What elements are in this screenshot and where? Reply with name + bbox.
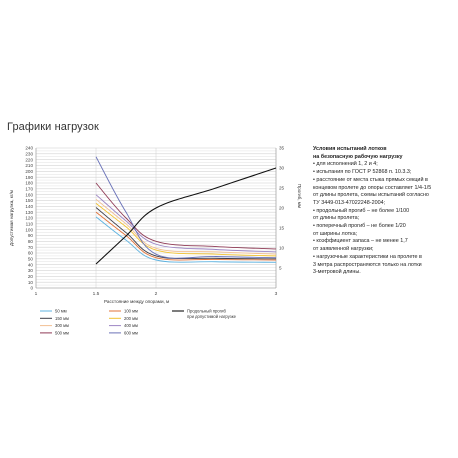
left-tick-label: 180 [25, 181, 33, 186]
legend-label: 50 мм [55, 309, 67, 314]
legend-label: 500 мм [55, 330, 69, 335]
left-tick-label: 150 [25, 198, 33, 203]
legend-label: 150 мм [55, 316, 69, 321]
left-tick-label: 140 [25, 204, 33, 209]
left-tick-label: 100 [25, 227, 33, 232]
legend-label: 400 мм [124, 323, 138, 328]
conditions-title: Условия испытаний лотков на безопасную р… [313, 146, 403, 160]
legend-label: Продольный прогиб при допустимой нагрузке [187, 309, 237, 320]
left-tick-label: 110 [26, 221, 34, 226]
left-tick-label: 30 [28, 268, 34, 273]
right-tick-label: 15 [279, 226, 285, 231]
page-title: Графики нагрузок [7, 121, 99, 133]
left-tick-label: 50 [28, 256, 34, 261]
left-tick-label: 230 [25, 151, 33, 156]
series-line-4 [95, 203, 277, 257]
chart-series [95, 156, 277, 265]
left-tick-label: 190 [25, 175, 33, 180]
chart-grid [35, 147, 277, 289]
right-axis-ticks: 5 10 15 20 25 30 35 [279, 146, 285, 271]
left-tick-label: 20 [28, 274, 34, 279]
x-tick-label: 1.5 [93, 291, 100, 297]
series-line-9 [95, 167, 277, 265]
left-axis-label: Допустимая нагрузка, кг/м [9, 190, 14, 246]
condition-item: • продольный прогиб – не более 1/100 от … [313, 207, 410, 222]
right-tick-label: 20 [279, 206, 285, 211]
legend-label: 100 мм [124, 309, 138, 314]
left-tick-label: 10 [28, 280, 34, 285]
left-tick-label: 220 [25, 157, 33, 162]
left-tick-label: 200 [25, 169, 33, 174]
series-line-7 [95, 182, 277, 250]
left-tick-label: 60 [28, 251, 34, 256]
left-tick-label: 80 [28, 239, 34, 244]
legend-label: 600 мм [124, 330, 138, 335]
chart-legend: 50 мм 100 мм 150 мм 200 мм 300 мм 400 мм 500 м… [40, 309, 237, 335]
condition-item: • для исполнений 1, 2 и 4; [313, 161, 378, 168]
series-line-8 [95, 156, 277, 259]
left-tick-label: 0 [30, 286, 33, 291]
x-axis-label: Расстояние между опорами, м [104, 299, 169, 304]
x-tick-label: 1 [35, 291, 38, 297]
condition-item: • поперечный прогиб – не более 1/20 от ш… [313, 223, 406, 237]
condition-item: • нагрузочные характеристики на пролете … [313, 253, 422, 276]
right-tick-label: 25 [279, 186, 285, 191]
chart-axes [35, 148, 277, 289]
right-tick-label: 5 [279, 266, 282, 271]
x-tick-label: 3 [275, 291, 278, 297]
test-conditions: Условия испытаний лотков на безопасную р… [313, 146, 458, 277]
right-tick-label: 30 [279, 166, 285, 171]
left-tick-label: 160 [25, 192, 33, 197]
chart-axis-labels: Расстояние между опорами, м Допустимая на… [9, 184, 302, 304]
conditions-list: • для исполнений 1, 2 и 4; • испытания по… [313, 161, 458, 277]
series-line-2 [95, 211, 277, 261]
right-axis-label: Прогиб, мм [297, 184, 302, 208]
left-tick-label: 70 [28, 245, 34, 250]
left-tick-label: 130 [25, 210, 33, 215]
left-tick-label: 240 [25, 146, 33, 151]
right-tick-label: 35 [279, 146, 285, 151]
x-tick-label: 2 [155, 291, 158, 297]
series-line-5 [95, 198, 277, 255]
legend-label: 300 мм [55, 323, 69, 328]
left-tick-label: 40 [28, 262, 34, 267]
left-tick-label: 120 [25, 216, 33, 221]
series-line-1 [95, 216, 277, 263]
condition-item: • испытания по ГОСТ Р 52868 п. 10.3.3; [313, 169, 412, 176]
left-tick-label: 90 [28, 233, 34, 238]
condition-item: • расстояние от места стыка прямых секци… [313, 176, 432, 206]
left-axis-ticks: 0102030405060708090100110120130140150160… [25, 146, 33, 291]
legend-label: 200 мм [124, 316, 138, 321]
left-tick-label: 210 [25, 163, 33, 168]
left-tick-label: 170 [25, 186, 33, 191]
condition-item: • коэффициент запаса – не менее 1,7 от з… [313, 238, 408, 253]
x-axis-ticks: 1 1.5 2 3 [35, 291, 278, 297]
series-line-3 [95, 207, 277, 260]
series-line-6 [95, 194, 277, 253]
right-tick-label: 10 [279, 246, 285, 251]
